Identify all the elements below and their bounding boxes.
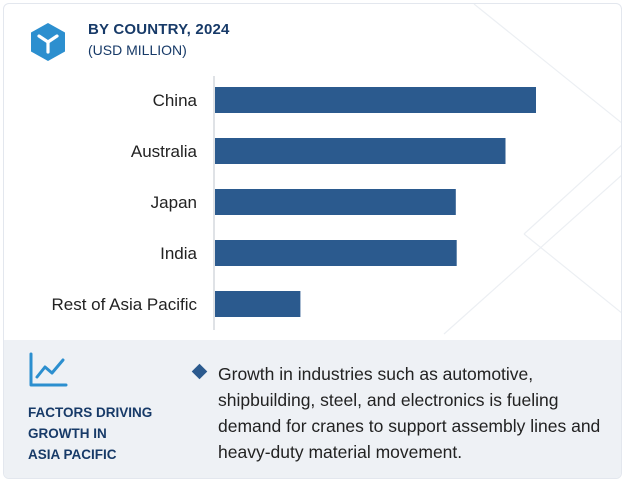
bar-china xyxy=(215,87,536,113)
chart-title: BY COUNTRY, 2024 xyxy=(88,21,230,38)
trend-line-icon xyxy=(29,352,68,387)
factors-heading: FACTORS DRIVING GROWTH IN ASIA PACIFIC xyxy=(28,402,178,465)
bar-australia xyxy=(215,138,506,164)
bar-india xyxy=(215,240,457,266)
factors-heading-line: GROWTH IN xyxy=(28,426,107,441)
cube-icon xyxy=(31,23,65,61)
infographic-card: BY COUNTRY, 2024 (USD MILLION) China Aust… xyxy=(3,3,622,479)
category-label: Australia xyxy=(131,142,198,161)
bar-rest-of-asia-pacific xyxy=(215,291,301,317)
factors-panel: FACTORS DRIVING GROWTH IN ASIA PACIFIC G… xyxy=(4,340,621,478)
category-label: India xyxy=(160,244,197,263)
factors-heading-line: ASIA PACIFIC xyxy=(28,447,117,462)
category-label: China xyxy=(153,91,198,110)
bar-chart: China Australia Japan India Rest of Asia Pac… xyxy=(51,76,536,330)
factors-description: Growth in industries such as automotive,… xyxy=(218,364,601,462)
category-label: Japan xyxy=(151,193,197,212)
diamond-bullet-icon xyxy=(191,363,208,380)
factors-heading-line: FACTORS DRIVING xyxy=(28,405,153,420)
chart-subtitle: (USD MILLION) xyxy=(88,42,187,58)
bar-japan xyxy=(215,189,456,215)
category-label: Rest of Asia Pacific xyxy=(51,295,197,314)
background-decoration xyxy=(443,4,621,335)
